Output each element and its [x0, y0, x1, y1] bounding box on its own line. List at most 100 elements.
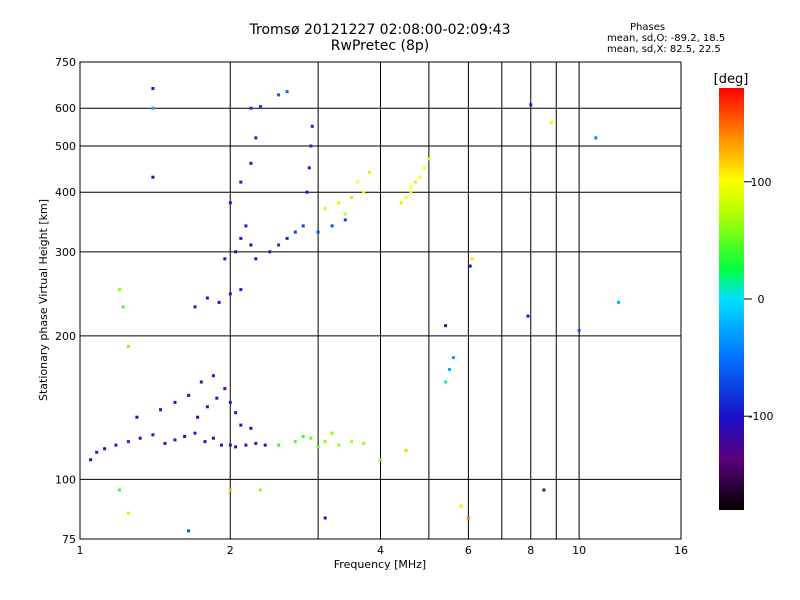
data-point [126, 440, 130, 444]
y-tick-label: 750 [55, 56, 76, 69]
data-point [285, 90, 289, 94]
data-point [277, 93, 281, 97]
data-point [228, 201, 232, 205]
data-point [404, 196, 408, 199]
data-point [118, 288, 121, 292]
data-point [151, 433, 155, 437]
x-tick-label: 16 [674, 544, 688, 557]
data-point [529, 103, 533, 107]
data-point [259, 488, 262, 492]
data-point [135, 415, 139, 419]
data-point [183, 435, 187, 438]
data-point [138, 436, 142, 440]
data-point [362, 190, 366, 194]
data-point [203, 440, 207, 444]
axis-ticks: 1 2 4 6 8 10 16 75 100 200 300 400 500 600 750 [55, 56, 688, 557]
data-point [118, 488, 121, 492]
data-point [89, 458, 93, 462]
data-point [211, 436, 215, 440]
data-point [151, 175, 155, 179]
colorbar-label: [deg] [714, 72, 749, 87]
data-point [444, 380, 448, 384]
data-point [187, 393, 191, 397]
data-point [228, 443, 232, 447]
data-point [309, 436, 313, 440]
data-point [228, 488, 232, 492]
data-point [307, 166, 311, 170]
chart-subtitle: RwPretec (8p) [330, 38, 430, 54]
data-point [215, 396, 219, 400]
data-point [228, 292, 232, 296]
data-point [356, 180, 360, 184]
data-point [193, 431, 197, 435]
data-point [173, 400, 177, 404]
data-point [577, 329, 581, 333]
data-point [249, 106, 253, 110]
data-point [239, 288, 243, 292]
data-point [466, 516, 470, 520]
data-point [223, 387, 227, 391]
data-point [316, 230, 320, 234]
y-axis-label: Stationary phase Virtual Height [km] [37, 199, 50, 401]
data-point [217, 300, 221, 304]
plot-frame [79, 61, 682, 540]
data-point [239, 423, 243, 427]
data-point [379, 458, 382, 462]
data-point [444, 324, 448, 328]
data-point [337, 201, 341, 205]
data-point [228, 400, 232, 404]
x-tick-label: 6 [465, 544, 472, 557]
y-tick-label: 500 [55, 140, 76, 153]
phase-stats-x: mean, sd,X: 82.5, 22.5 [607, 44, 721, 55]
x-axis-label: Frequency [MHz] [333, 558, 427, 571]
data-point [249, 243, 253, 247]
data-point [254, 441, 258, 445]
grid-lines [80, 62, 681, 539]
data-point [268, 250, 272, 254]
phases-title: Phases [630, 22, 666, 33]
data-point [305, 190, 309, 194]
data-point [316, 445, 320, 449]
data-point [244, 224, 248, 228]
data-point [404, 449, 408, 452]
data-point [239, 180, 243, 184]
data-point [418, 175, 422, 179]
colorbar-tick-label: 100 [751, 176, 772, 189]
data-point [409, 190, 413, 194]
data-point [263, 443, 267, 447]
data-point [399, 201, 403, 205]
data-point [337, 443, 341, 447]
data-point [126, 344, 130, 348]
x-tick-label: 2 [227, 544, 234, 557]
data-point [211, 374, 215, 378]
data-point [205, 296, 209, 300]
data-point [343, 218, 347, 222]
data-point [114, 443, 118, 447]
chart-title: Tromsø 20121227 02:08:00-02:09:43 [249, 22, 511, 38]
data-point [330, 431, 334, 435]
data-point [323, 516, 327, 520]
data-point [367, 171, 371, 174]
data-point [343, 212, 347, 216]
data-point [254, 257, 258, 261]
data-point [193, 305, 197, 309]
data-point [409, 185, 413, 189]
data-point [159, 408, 162, 412]
data-point [199, 380, 203, 384]
x-tick-label: 4 [377, 544, 384, 557]
colorbar [719, 88, 744, 510]
data-point [234, 250, 238, 254]
data-point [427, 157, 431, 161]
data-point [244, 443, 248, 447]
data-point [219, 443, 223, 447]
y-tick-label: 100 [55, 473, 76, 486]
colorbar-ticks: 100 0 -100 [744, 176, 773, 423]
data-point [234, 445, 238, 449]
data-point [126, 511, 130, 515]
data-points [89, 87, 621, 533]
data-point [617, 300, 621, 304]
data-point [350, 440, 354, 444]
data-point [301, 435, 305, 438]
colorbar-tick-label: 0 [758, 293, 765, 306]
x-tick-label: 8 [527, 544, 534, 557]
